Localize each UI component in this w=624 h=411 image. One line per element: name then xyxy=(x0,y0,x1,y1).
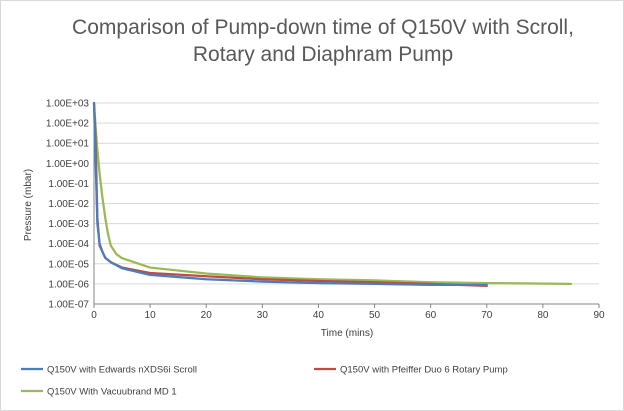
y-tick-label: 1.00E-06 xyxy=(48,279,89,290)
x-tick-labels: 0 10 20 30 40 50 60 70 80 90 xyxy=(91,310,605,321)
x-tick-label: 20 xyxy=(201,310,213,321)
y-tick-label: 1.00E+02 xyxy=(46,119,90,130)
y-tick-label: 1.00E-05 xyxy=(48,259,89,270)
series-line-2 xyxy=(92,101,488,287)
y-tick-label: 1.00E-07 xyxy=(48,300,89,311)
y-tick-label: 1.00E+03 xyxy=(46,99,90,110)
y-tick-label: 1.00E-04 xyxy=(48,239,89,250)
x-tick-label: 50 xyxy=(369,310,381,321)
y-tick-label: 1.00E+00 xyxy=(46,159,90,170)
legend-label: Q150V With Vacuubrand MD 1 xyxy=(47,387,177,398)
y-tick-label: 1.00E+01 xyxy=(46,139,90,150)
series-line-3 xyxy=(92,101,573,286)
y-tick-label: 1.00E-03 xyxy=(48,219,89,230)
x-tick-label: 40 xyxy=(313,310,325,321)
legend: Q150V with Edwards nXDS6i Scroll Q150V wi… xyxy=(21,365,508,398)
x-axis-title: Time (mins) xyxy=(321,328,373,339)
x-tick-label: 70 xyxy=(481,310,493,321)
series-line-1 xyxy=(92,101,488,286)
y-tick-labels: 1.00E-07 1.00E-06 1.00E-05 1.00E-04 1.00E-03… xyxy=(46,99,90,311)
x-tick-label: 10 xyxy=(145,310,157,321)
legend-label: Q150V with Pfeiffer Duo 6 Rotary Pump xyxy=(340,365,508,376)
x-tick-label: 60 xyxy=(425,310,437,321)
chart-title-line-2: Rotary and Diaphram Pump xyxy=(193,43,453,66)
x-tick-label: 0 xyxy=(91,310,97,321)
y-axis-title: Pressure (mbar) xyxy=(23,169,34,241)
chart-title-line-1: Comparison of Pump-down time of Q150V wi… xyxy=(72,16,574,39)
y-tick-label: 1.00E-02 xyxy=(48,199,89,210)
series-lines xyxy=(92,101,573,287)
legend-label: Q150V with Edwards nXDS6i Scroll xyxy=(47,365,197,376)
y-tick-label: 1.00E-01 xyxy=(48,179,89,190)
x-tick-label: 90 xyxy=(593,310,605,321)
grid-lines xyxy=(94,102,599,285)
x-tick-label: 80 xyxy=(537,310,549,321)
x-tick-label: 30 xyxy=(257,310,269,321)
